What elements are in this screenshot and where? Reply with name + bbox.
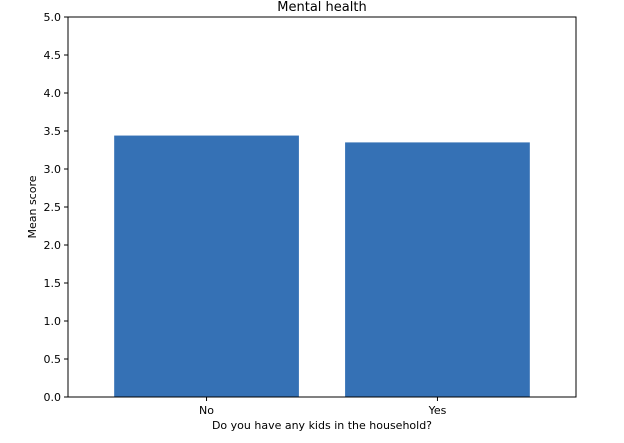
y-tick-label: 2.0 — [44, 239, 62, 252]
y-tick-label: 4.5 — [44, 49, 62, 62]
y-tick-label: 3.5 — [44, 125, 62, 138]
y-axis: 0.0 0.5 1.0 1.5 2.0 2.5 3.0 3.5 4.0 4.5 5.0 — [44, 11, 68, 404]
x-axis-label: Do you have any kids in the household? — [212, 419, 432, 432]
y-tick-label: 2.5 — [44, 201, 62, 214]
y-tick-label: 0.0 — [44, 391, 62, 404]
x-tick-label: Yes — [428, 404, 447, 417]
bar-yes — [345, 142, 530, 397]
y-tick-label: 3.0 — [44, 163, 62, 176]
plot-frame — [67, 16, 577, 398]
chart-title: Mental health — [277, 0, 366, 15]
y-tick-label: 1.5 — [44, 277, 62, 290]
x-tick-label: No — [199, 404, 214, 417]
y-tick-label: 1.0 — [44, 315, 62, 328]
y-tick-label: 4.0 — [44, 87, 62, 100]
y-axis-label: Mean score — [26, 175, 39, 238]
y-tick-label: 0.5 — [44, 353, 62, 366]
y-tick-label: 5.0 — [44, 11, 62, 24]
bars-layer — [114, 135, 530, 397]
x-axis: No Yes — [199, 397, 447, 417]
bar-no — [114, 135, 299, 397]
